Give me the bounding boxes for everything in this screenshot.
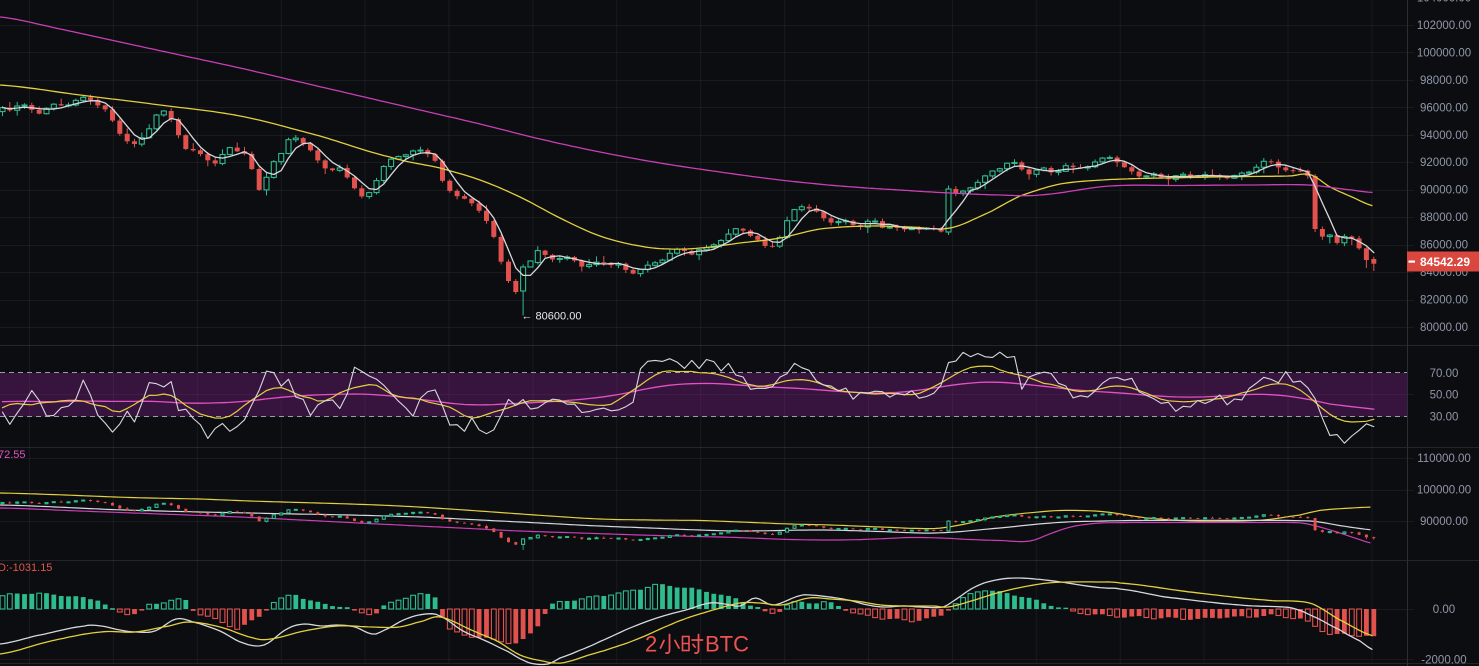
svg-text:BTC: BTC: [705, 632, 749, 657]
svg-text:88000.00: 88000.00: [1420, 212, 1468, 224]
svg-text:98000.00: 98000.00: [1420, 75, 1468, 87]
svg-text:D:-1031.15: D:-1031.15: [0, 562, 52, 574]
svg-text:104000.00: 104000.00: [1417, 0, 1471, 5]
svg-text:80000.00: 80000.00: [1420, 322, 1468, 334]
svg-text:96000.00: 96000.00: [1420, 102, 1468, 114]
svg-text:-2000.00: -2000.00: [1421, 655, 1466, 666]
svg-text:84542.29: 84542.29: [1420, 255, 1470, 269]
svg-text:94000.00: 94000.00: [1420, 130, 1468, 142]
svg-text:110000.00: 110000.00: [1417, 453, 1471, 465]
svg-text:50.00: 50.00: [1430, 390, 1459, 402]
svg-text:86000.00: 86000.00: [1420, 240, 1468, 252]
svg-text:2: 2: [645, 632, 657, 657]
svg-text:92000.00: 92000.00: [1420, 157, 1468, 169]
svg-text:90000.00: 90000.00: [1420, 516, 1468, 528]
svg-text:0.00: 0.00: [1433, 604, 1455, 616]
svg-text:100000.00: 100000.00: [1417, 48, 1471, 60]
svg-text:70.00: 70.00: [1430, 368, 1459, 380]
svg-text:102000.00: 102000.00: [1417, 20, 1471, 32]
svg-text:82000.00: 82000.00: [1420, 295, 1468, 307]
svg-text:← 80600.00: ← 80600.00: [522, 311, 582, 323]
svg-text:100000.00: 100000.00: [1417, 485, 1471, 497]
svg-text:72.55: 72.55: [0, 449, 26, 461]
svg-text:90000.00: 90000.00: [1420, 185, 1468, 197]
svg-text:30.00: 30.00: [1430, 412, 1459, 424]
